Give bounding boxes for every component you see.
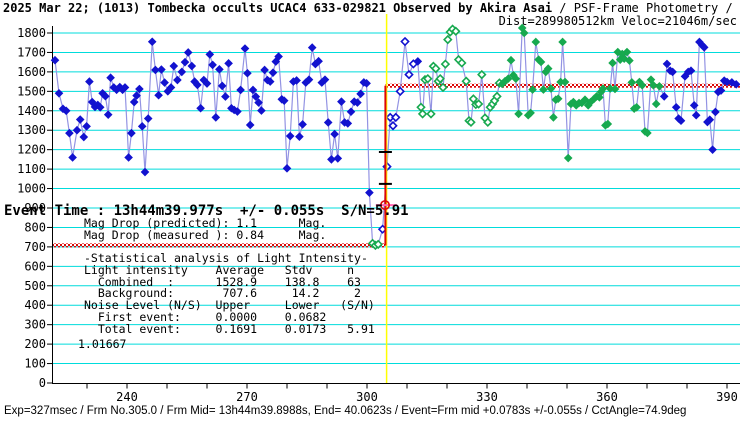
distance-velocity-label: Dist=289980512km Veloc=21046m/sec — [498, 14, 737, 28]
svg-text:900: 900 — [24, 201, 46, 215]
svg-text:300: 300 — [356, 390, 378, 404]
svg-text:500: 500 — [24, 279, 46, 293]
svg-text:100: 100 — [24, 357, 46, 371]
event-annotations — [375, 14, 397, 383]
svg-text:1100: 1100 — [17, 162, 46, 176]
svg-text:1200: 1200 — [17, 143, 46, 157]
svg-text:700: 700 — [24, 240, 46, 254]
svg-text:600: 600 — [24, 259, 46, 273]
svg-text:270: 270 — [236, 390, 258, 404]
svg-text:400: 400 — [24, 298, 46, 312]
light-curve-series — [50, 23, 740, 251]
svg-text:1600: 1600 — [17, 65, 46, 79]
footer-text: Exp=327msec / Frm No.305.0 / Frm Mid= 13… — [4, 405, 687, 417]
photometry-method-label: / PSF-Frame Photometry / — [552, 1, 733, 15]
mag-drop-text: Mag Drop (predicted): 1.1 Mag. Mag Drop … — [84, 216, 327, 242]
svg-text:1700: 1700 — [17, 45, 46, 59]
svg-text:300: 300 — [24, 318, 46, 332]
svg-text:240: 240 — [116, 390, 138, 404]
axes: 0 100 200 300 400 500 600 700 800 900 1000 1100 1200… — [17, 26, 740, 404]
svg-text:0: 0 — [39, 376, 46, 390]
model-step-line — [52, 83, 740, 248]
fit-coefficient: 1.01667 — [78, 337, 127, 351]
svg-text:330: 330 — [476, 390, 498, 404]
svg-text:800: 800 — [24, 220, 46, 234]
event-time-text: Event Time : 13h44m39.977s +/- 0.055s S/… — [4, 203, 409, 219]
svg-text:1500: 1500 — [17, 84, 46, 98]
svg-text:1000: 1000 — [17, 182, 46, 196]
svg-text:360: 360 — [596, 390, 618, 404]
page-title: 2025 Mar 22; (1013) Tombecka occults UCA… — [3, 1, 553, 15]
svg-text:1800: 1800 — [17, 26, 46, 40]
svg-text:1400: 1400 — [17, 104, 46, 118]
title-bar: 2025 Mar 22; (1013) Tombecka occults UCA… — [3, 1, 733, 15]
svg-text:200: 200 — [24, 337, 46, 351]
svg-text:390: 390 — [716, 390, 738, 404]
stats-text: -Statistical analysis of Light Intensity… — [84, 251, 375, 336]
svg-text:1300: 1300 — [17, 123, 46, 137]
